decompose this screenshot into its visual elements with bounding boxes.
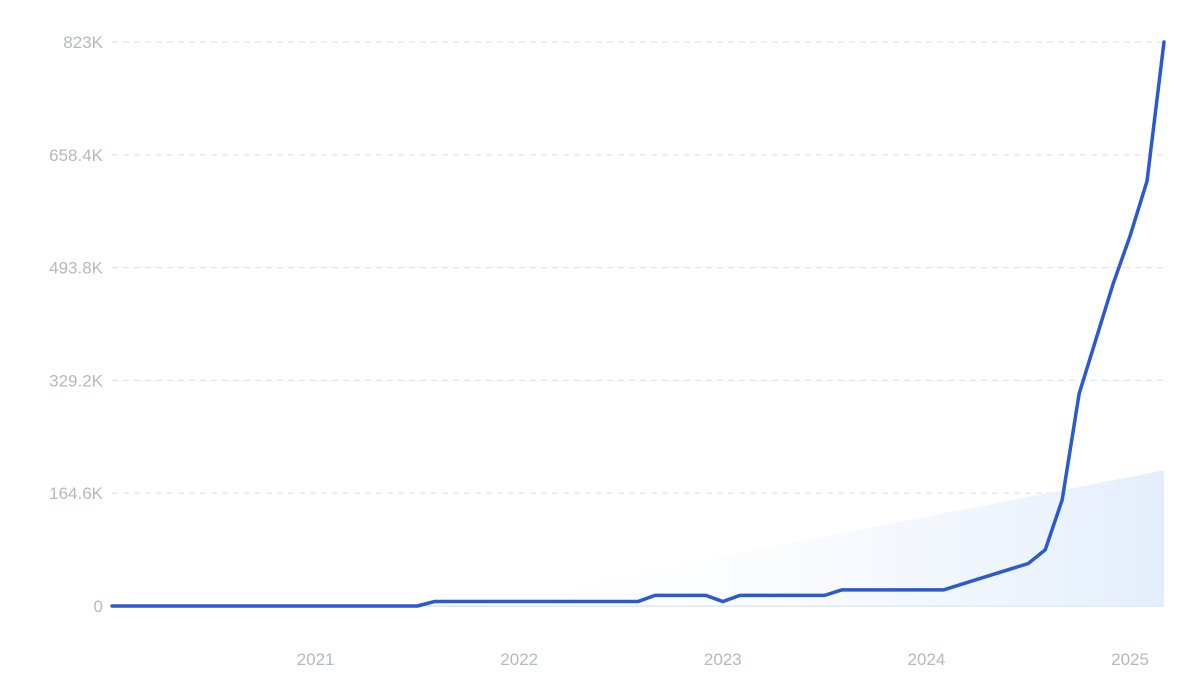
y-tick-label: 164.6K [49,484,104,503]
x-axis: 2021 2022 2023 2024 2025 [297,650,1149,669]
y-tick-label: 658.4K [49,146,104,165]
trend-area-shape [468,470,1164,606]
series-line [110,40,1166,608]
x-tick-label: 2024 [908,650,946,669]
y-axis: 0 164.6K 329.2K 493.8K 658.4K 823K [49,33,104,616]
x-tick-label: 2021 [297,650,335,669]
x-tick-label: 2023 [704,650,742,669]
y-tick-label: 329.2K [49,371,104,390]
x-tick-label: 2025 [1111,650,1149,669]
series-layer [110,40,1166,608]
y-tick-label: 823K [63,33,103,52]
y-tick-label: 493.8K [49,259,104,278]
y-tick-label: 0 [94,597,103,616]
x-tick-label: 2022 [500,650,538,669]
trend-area [468,470,1164,606]
